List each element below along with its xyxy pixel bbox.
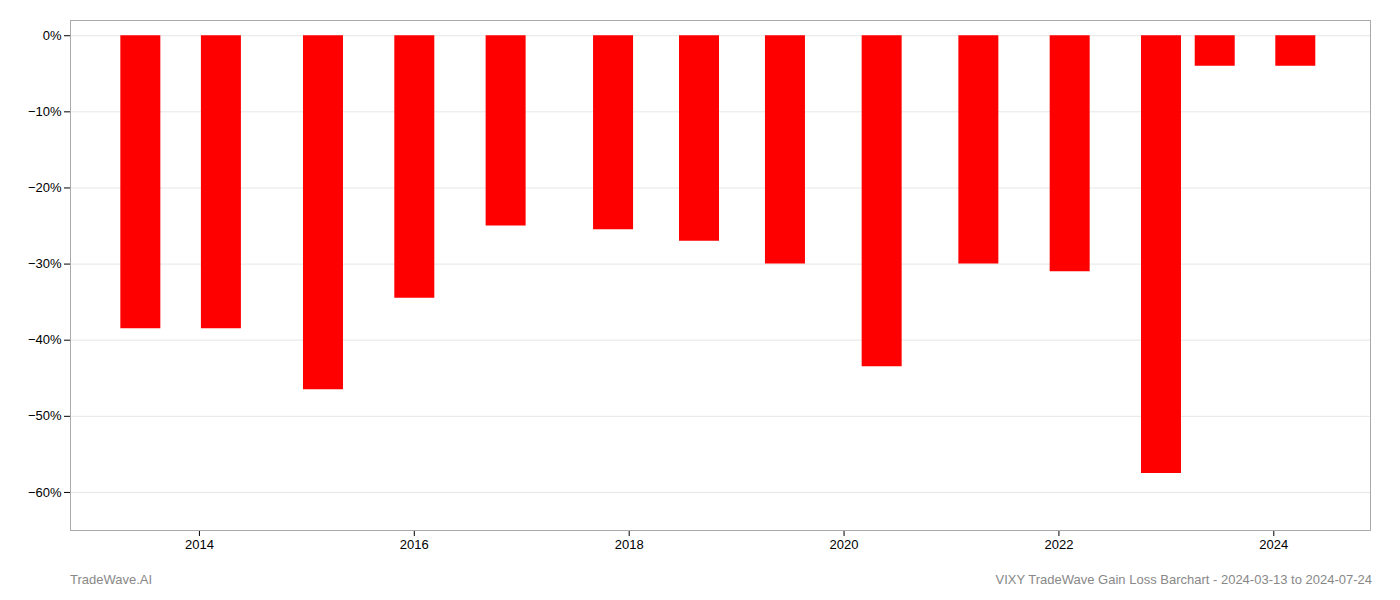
svg-text:2020: 2020 [830,537,859,552]
svg-text:−40%: −40% [28,332,62,347]
svg-text:−60%: −60% [28,485,62,500]
svg-text:−30%: −30% [28,256,62,271]
svg-text:−20%: −20% [28,180,62,195]
svg-text:2024: 2024 [1259,537,1288,552]
html-text:VIXY TradeWave Gain Loss Barch: VIXY TradeWave Gain Loss Barchart - 2024… [995,572,1372,587]
svg-text:2022: 2022 [1044,537,1073,552]
svg-text:−10%: −10% [28,104,62,119]
svg-text:−50%: −50% [28,408,62,423]
svg-text:0%: 0% [43,28,62,43]
svg-text:2014: 2014 [185,537,214,552]
svg-text:2016: 2016 [400,537,429,552]
svg-text:2018: 2018 [615,537,644,552]
html-text:TradeWave.AI: TradeWave.AI [70,572,153,587]
